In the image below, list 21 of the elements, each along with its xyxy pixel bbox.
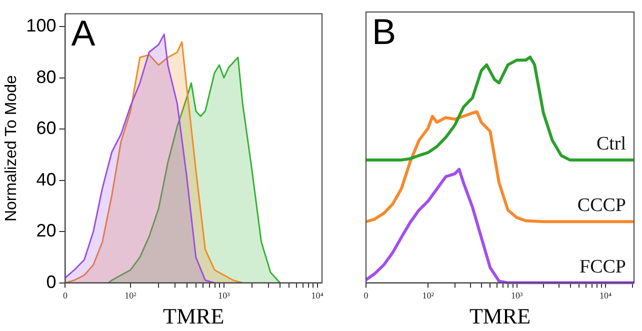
y-tick-label: 80 — [36, 66, 56, 87]
x-tick-label: 0 — [364, 290, 369, 301]
y-tick-label: 40 — [36, 169, 56, 190]
x-tick-label: 0 — [62, 290, 68, 301]
y-tick-label: 60 — [36, 118, 56, 138]
x-tick-label: 10² — [422, 290, 434, 301]
series-label: FCCP — [580, 256, 626, 278]
chart-title: B — [372, 10, 396, 52]
chart-title: A — [71, 12, 96, 54]
series-label: Ctrl — [596, 134, 626, 155]
x-axis-title: TMRE — [469, 304, 531, 329]
x-tick-label: 10⁴ — [311, 290, 324, 301]
x-tick-label: 10⁴ — [600, 290, 612, 301]
x-tick-label: 10² — [124, 290, 137, 301]
series-label: CCCP — [577, 195, 626, 216]
x-tick-label: 10³ — [510, 290, 523, 301]
x-tick-label: 10³ — [218, 290, 230, 301]
y-tick-label: 20 — [36, 220, 56, 241]
y-tick-label: 100 — [26, 16, 56, 36]
y-axis-title: Normalized To Mode — [3, 74, 20, 222]
x-axis-title: TMRE — [163, 304, 224, 329]
